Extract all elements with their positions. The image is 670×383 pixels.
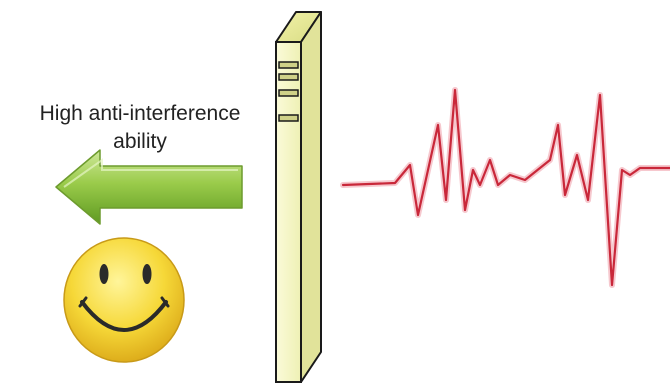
noise-waveform-icon <box>340 87 670 288</box>
smiley-face-icon <box>63 237 185 363</box>
caption-line-2: ability <box>113 130 167 153</box>
barrier-panel-icon <box>275 11 322 383</box>
left-arrow-icon <box>55 149 243 225</box>
anti-interference-caption: High anti-interference ability <box>0 100 280 156</box>
caption-line-1: High anti-interference <box>39 102 241 125</box>
